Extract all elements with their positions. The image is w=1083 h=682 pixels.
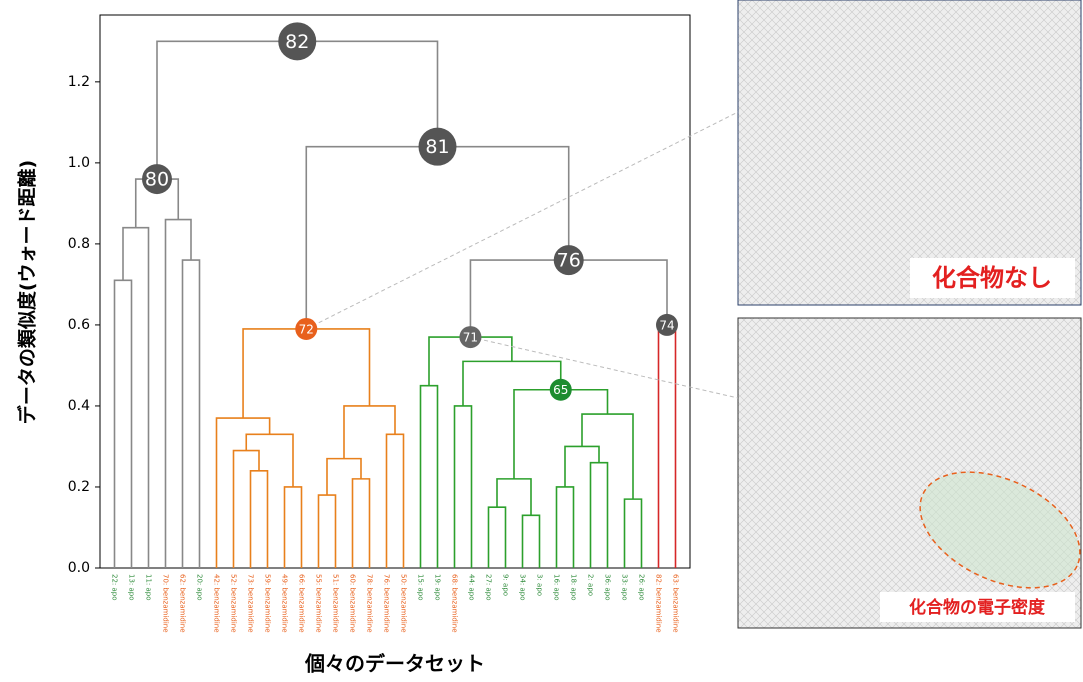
cluster-node <box>295 317 318 340</box>
link <box>589 461 609 568</box>
link <box>305 145 570 329</box>
link <box>181 259 201 568</box>
link <box>317 494 337 568</box>
link <box>496 478 532 516</box>
cluster-label: 76 <box>557 250 581 272</box>
leaf-label: 49: benzamidine <box>281 574 289 633</box>
link <box>215 417 271 568</box>
cluster-node <box>549 378 572 401</box>
caption-bg <box>880 592 1075 622</box>
cluster-node <box>278 22 317 61</box>
leaf-label: 50: benzamidine <box>400 574 408 633</box>
y-tick-label: 0.6 <box>68 317 90 333</box>
cluster-node <box>418 127 457 166</box>
link <box>113 279 133 568</box>
leaf-label: 19: apo <box>434 574 442 601</box>
leaf-label: 44: apo <box>468 574 476 601</box>
leaf-label: 2: apo <box>587 574 595 596</box>
leaf-label: 26: apo <box>638 574 646 601</box>
link <box>623 498 643 568</box>
leaf-label: 78: benzamidine <box>366 574 374 633</box>
leaf-label: 42: benzamidine <box>213 574 221 633</box>
leaf-label: 15: apo <box>417 574 425 601</box>
leaf-label: 63: benzamidine <box>672 574 680 633</box>
y-tick-label: 0.2 <box>68 479 90 495</box>
leaf-label: 34: apo <box>519 574 527 601</box>
leaf-label: 36: apo <box>604 574 612 601</box>
link <box>351 478 371 568</box>
cluster-label: 74 <box>659 318 674 332</box>
cluster-node <box>656 313 678 336</box>
leaf-label: 55: benzamidine <box>315 574 323 633</box>
leaf-label: 11: apo <box>145 574 153 601</box>
leaf-label: 68: benzamidine <box>451 574 459 633</box>
caption-bg <box>910 258 1075 298</box>
leaf-label: 66: benzamidine <box>298 574 306 633</box>
pointer-arrow <box>306 111 739 330</box>
y-axis-label: データの類似度(ウォード距離) <box>16 160 39 424</box>
link <box>487 506 507 568</box>
pointer-arrow <box>470 336 739 399</box>
cluster-label: 80 <box>145 169 169 191</box>
link <box>419 384 439 568</box>
link <box>513 388 609 479</box>
leaf-label: 13: apo <box>128 574 136 601</box>
link <box>249 469 269 568</box>
panel-caption: 化合物なし <box>932 264 1052 292</box>
leaf-label: 16: apo <box>553 574 561 601</box>
link <box>462 360 562 406</box>
leaf-label: 62: benzamidine <box>179 574 187 633</box>
leaf-label: 70: benzamidine <box>162 574 170 633</box>
leaf-label: 82: benzamidine <box>655 574 663 633</box>
leaf-label: 9: apo <box>502 574 510 596</box>
link <box>657 324 677 568</box>
cluster-label: 71 <box>463 331 478 345</box>
leaf-label: 59: benzamidine <box>264 574 272 633</box>
link <box>564 445 600 487</box>
link <box>156 40 439 180</box>
y-tick-label: 1.0 <box>68 155 90 171</box>
highlight-ellipse <box>919 471 1081 589</box>
density-panel-1 <box>737 0 1082 306</box>
y-tick-label: 0.0 <box>68 560 90 576</box>
link <box>122 226 150 568</box>
cluster-label: 65 <box>553 383 568 397</box>
leaf-label: 22: apo <box>111 574 119 601</box>
leaf-label: 18: apo <box>570 574 578 601</box>
link <box>164 218 192 568</box>
y-tick-label: 0.8 <box>68 236 90 252</box>
leaf-label: 27: apo <box>485 574 493 601</box>
leaf-label: 20: apo <box>196 574 204 601</box>
cluster-node <box>553 245 584 276</box>
cluster-label: 82 <box>285 31 309 53</box>
leaf-label: 60: benzamidine <box>349 574 357 633</box>
plot-frame <box>99 14 691 569</box>
link <box>555 486 575 568</box>
leaf-label: 33: apo <box>621 574 629 601</box>
x-axis-label: 個々のデータセット <box>304 652 485 676</box>
y-tick-label: 1.2 <box>68 74 90 90</box>
y-tick-label: 0.4 <box>68 398 90 414</box>
cluster-label: 81 <box>425 136 449 158</box>
link <box>453 405 473 568</box>
link <box>521 514 541 568</box>
leaf-label: 73: benzamidine <box>247 574 255 633</box>
leaf-label: 3: apo <box>536 574 544 596</box>
leaf-label: 76: benzamidine <box>383 574 391 633</box>
link <box>242 328 371 419</box>
panel-caption: 化合物の電子密度 <box>909 597 1046 618</box>
link <box>385 433 405 568</box>
link <box>343 405 396 459</box>
link <box>232 449 260 568</box>
link <box>283 486 303 568</box>
link <box>245 433 294 487</box>
cluster-node <box>142 164 172 195</box>
cluster-node <box>459 326 482 349</box>
leaf-label: 52: benzamidine <box>230 574 238 633</box>
cluster-label: 72 <box>299 322 314 336</box>
link <box>326 457 362 496</box>
leaf-label: 51: benzamidine <box>332 574 340 633</box>
